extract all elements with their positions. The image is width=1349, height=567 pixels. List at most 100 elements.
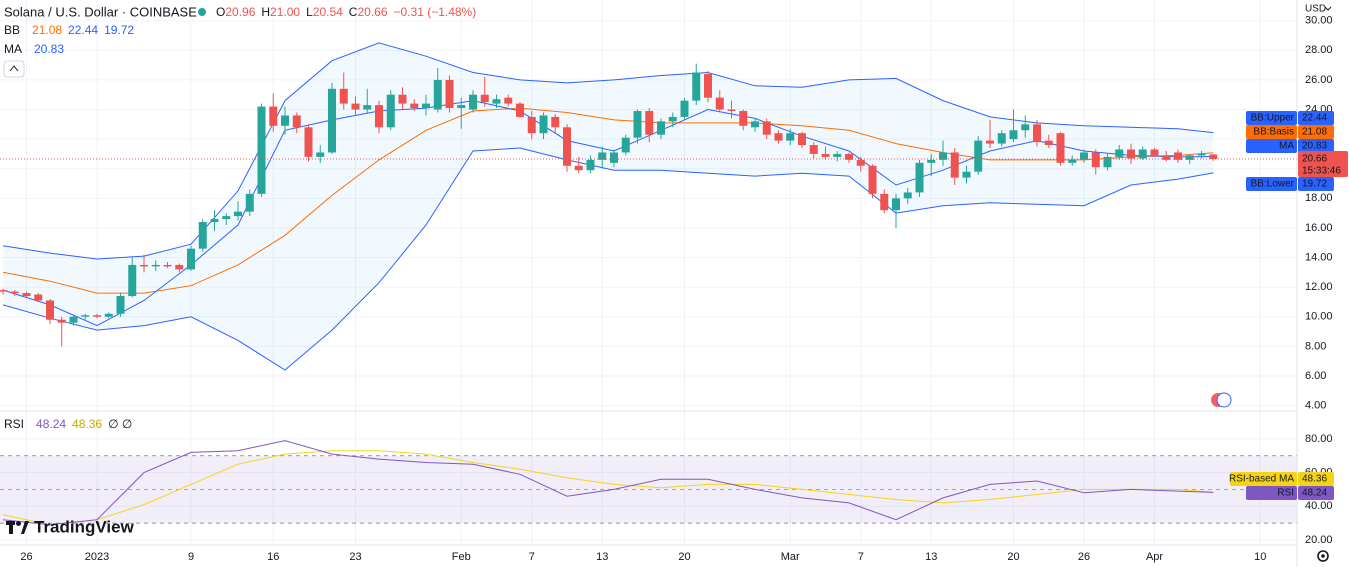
candle-body — [93, 315, 101, 317]
candle-body — [22, 293, 31, 297]
candle-body — [610, 152, 618, 163]
candle-body — [668, 116, 677, 122]
settings-icon[interactable] — [1317, 550, 1329, 562]
candle-body — [974, 140, 983, 172]
candle-body — [81, 315, 90, 317]
candle-body — [339, 88, 348, 104]
x-tick-label: 7 — [529, 551, 535, 563]
candle-body — [422, 103, 430, 109]
x-tick-label: Feb — [452, 551, 471, 563]
candle-body — [175, 264, 184, 270]
x-tick-label: 13 — [925, 551, 937, 563]
candle-body — [1068, 159, 1077, 163]
settings[interactable] — [1317, 550, 1329, 562]
candle-body — [704, 74, 712, 98]
candle-body — [1080, 152, 1088, 160]
x-tick-label: 13 — [596, 551, 608, 563]
candle-body — [950, 152, 959, 178]
candle-body — [1150, 149, 1159, 156]
candle-body — [1009, 130, 1018, 140]
candle-body — [198, 222, 207, 249]
band-fill — [3, 42, 1214, 371]
candle-body — [927, 159, 936, 163]
logo-stem — [9, 521, 13, 534]
candle-body — [892, 198, 900, 211]
candle-body — [1185, 155, 1194, 160]
market-status — [198, 8, 206, 16]
rsi-extra: ∅ ∅ — [108, 417, 132, 431]
candle-body — [527, 116, 536, 134]
candle-body — [621, 137, 630, 153]
tag-name: RSI — [1277, 488, 1294, 499]
candle-body — [786, 133, 795, 141]
candle-body — [492, 99, 501, 104]
x-tick-label: Mar — [781, 551, 800, 563]
rsi-tick-label: 20.00 — [1305, 534, 1333, 546]
news-icon-2[interactable] — [1216, 392, 1232, 408]
rsi-label: RSI — [4, 417, 24, 431]
x-tick-label: 20 — [678, 551, 690, 563]
candle-body — [187, 248, 195, 270]
candle-body — [363, 105, 372, 110]
candle-body — [1103, 156, 1112, 168]
candle-body — [915, 162, 924, 193]
y-tick-label: 12.00 — [1305, 281, 1333, 293]
tag-value-box — [1298, 486, 1334, 500]
rsi-tick-label: 80.00 — [1305, 433, 1333, 445]
overlay-ui: Solana / U.S. Dollar · COINBASE O20.96 H2… — [3, 4, 1348, 563]
candle-body — [163, 264, 172, 267]
change: −0.31 (−1.48%) — [394, 5, 477, 19]
candle-body — [633, 111, 642, 138]
candle-body — [504, 97, 513, 104]
candle-body — [1127, 149, 1135, 159]
ma-label: MA — [4, 42, 22, 56]
collapse-icon — [9, 65, 19, 72]
candle-body — [269, 106, 278, 126]
candle-body — [939, 152, 947, 160]
candle-body — [1033, 124, 1041, 143]
candle-body — [292, 115, 301, 128]
tag-value: 19.72 — [1302, 179, 1327, 190]
candle-body — [398, 94, 407, 104]
tag-name: BB:Upper — [1251, 113, 1295, 124]
tag-value: 48.36 — [1302, 474, 1327, 485]
ohlc-key: C — [349, 5, 358, 19]
candle-body — [1056, 133, 1065, 163]
collapse-button[interactable] — [3, 60, 25, 78]
candle-body — [0, 290, 7, 292]
overlay-line — [2, 147, 1214, 371]
candle-body — [1021, 124, 1030, 131]
countdown: 15:33:46 — [1302, 166, 1341, 177]
x-tick-label: 9 — [188, 551, 194, 563]
tag-value-box — [1298, 125, 1334, 139]
ohlc-key: L — [306, 5, 313, 19]
y-tick-label: 26.00 — [1305, 74, 1333, 86]
candle-body — [574, 165, 583, 171]
candle-body — [598, 152, 607, 160]
candle-body — [1115, 149, 1124, 157]
candle-body — [304, 127, 313, 157]
candle-body — [281, 115, 289, 126]
ohlc-key: O — [216, 5, 225, 19]
candle-body — [715, 97, 724, 110]
x-tick-label: Apr — [1146, 551, 1163, 563]
candle-body — [680, 100, 689, 117]
candle-body — [833, 153, 842, 157]
currency[interactable]: USD — [1305, 4, 1326, 15]
candle-body — [856, 159, 865, 166]
ohlc-value: 21.00 — [270, 5, 300, 19]
watermark: TradingView — [34, 517, 135, 536]
tag-name-box — [1246, 111, 1297, 125]
candle-body — [692, 72, 701, 101]
candle-body — [727, 109, 736, 112]
tag-value-box — [1298, 139, 1334, 153]
candle-body — [128, 264, 137, 297]
y-tick-label: 14.00 — [1305, 251, 1333, 263]
bb-legend: BB 21.08 22.44 19.72 — [4, 23, 134, 37]
bb-value: 21.08 — [32, 23, 62, 37]
logo-dot — [16, 521, 21, 526]
candle-body — [645, 111, 654, 135]
x-tick-label: 16 — [267, 551, 279, 563]
candle-body — [445, 79, 454, 109]
